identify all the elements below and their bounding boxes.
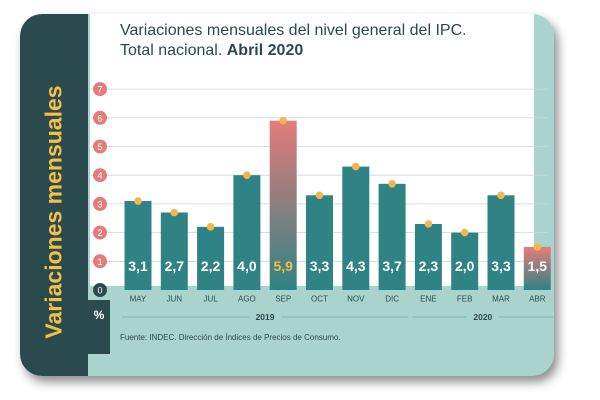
month-pill xyxy=(267,293,300,304)
month-pill xyxy=(303,293,336,304)
chart-title-line1: Variaciones mensuales del nivel general … xyxy=(120,22,467,39)
month-pill xyxy=(230,293,263,304)
value-label: 5,9 xyxy=(273,258,293,274)
month-label: MAR xyxy=(492,295,510,304)
bar-jul xyxy=(197,226,225,290)
bar-ene xyxy=(414,223,442,290)
month-label: ABR xyxy=(529,295,546,304)
month-pill xyxy=(485,293,517,304)
y-tick-marker xyxy=(93,139,107,154)
value-label: 3,7 xyxy=(382,258,402,274)
y-tick-marker xyxy=(93,110,107,125)
bar-nov xyxy=(342,166,370,290)
month-label: OCT xyxy=(311,295,328,304)
value-dot xyxy=(460,228,469,237)
value-dot xyxy=(315,191,324,200)
value-dot xyxy=(497,191,505,200)
month-label: SEP xyxy=(275,295,291,304)
y-tick-label: 5 xyxy=(97,142,102,152)
y-tick-marker xyxy=(93,82,107,97)
value-label: 2,0 xyxy=(455,258,475,274)
month-pill xyxy=(122,293,154,304)
y-tick-label: 1 xyxy=(97,257,102,267)
month-pill xyxy=(194,293,227,304)
value-label: 4,0 xyxy=(237,258,257,274)
value-label: 2,7 xyxy=(165,258,185,274)
value-label: 3,3 xyxy=(310,258,330,274)
chart-title-regular: Total nacional. xyxy=(120,42,223,59)
value-label: 3,1 xyxy=(128,258,148,274)
y-axis-ticks: 0 1 2 3 4 5 6 7 xyxy=(93,82,107,297)
value-dot xyxy=(352,162,360,171)
month-pill xyxy=(521,293,554,304)
value-dot xyxy=(206,223,215,231)
bar-mar xyxy=(487,195,515,290)
bar-abr xyxy=(523,246,551,290)
value-label: 2,3 xyxy=(419,258,439,274)
y-tick-marker xyxy=(93,254,107,269)
y-tick-marker xyxy=(93,168,107,183)
unit-label: % xyxy=(93,308,105,322)
month-label: AGO xyxy=(238,295,256,304)
month-pill xyxy=(412,293,445,304)
unit-cell: % xyxy=(88,300,110,354)
x-axis: MAY JUN JUL AGO SEP OCT NOV DIC ENE FEB MAR ABR 2019… xyxy=(122,293,554,322)
y-tick-label: 6 xyxy=(97,113,102,123)
month-label: MAY xyxy=(130,295,147,304)
y-tick-label: 3 xyxy=(97,199,102,209)
value-dot xyxy=(424,220,433,228)
value-dot xyxy=(243,171,251,179)
month-pill xyxy=(448,293,481,304)
value-dot xyxy=(388,180,396,188)
month-label: DIC xyxy=(385,295,399,304)
month-label: ENE xyxy=(420,295,436,304)
value-label: 1,5 xyxy=(528,258,548,274)
month-pill xyxy=(339,293,372,304)
bars: 3,1 2,7 2,2 4,0 5,9 3,3 4,3 3,7 2,3 2,0 3,3 1,5 xyxy=(124,116,551,290)
y-tick-marker xyxy=(93,225,107,240)
month-label: NOV xyxy=(347,295,365,304)
bar-feb xyxy=(451,232,479,290)
y-tick-label: 0 xyxy=(97,286,102,296)
bar-ago xyxy=(233,175,261,290)
value-dot xyxy=(134,197,142,205)
month-label: JUL xyxy=(203,295,218,304)
value-label: 3,3 xyxy=(491,258,511,274)
chart-title-bold: Abril 2020 xyxy=(226,42,304,59)
month-label: JUN xyxy=(167,295,183,304)
y-tick-label: 2 xyxy=(97,228,102,238)
y-tick-label: 4 xyxy=(97,171,102,181)
bar-oct xyxy=(306,195,333,290)
y-tick-label: 7 xyxy=(97,85,102,95)
bar-sep xyxy=(269,120,297,290)
title-band xyxy=(90,14,534,68)
bar-may xyxy=(124,201,152,290)
side-panel: Variaciones mensuales xyxy=(20,14,88,376)
value-label: 2,2 xyxy=(201,258,221,274)
value-dot xyxy=(279,116,288,125)
value-dot xyxy=(533,243,542,251)
value-dot xyxy=(170,208,179,217)
source-note: Fuente: INDEC. Dirección de Índices de P… xyxy=(120,333,341,342)
y-tick-marker xyxy=(93,196,107,211)
value-label: 4,3 xyxy=(346,258,366,274)
bar-dic xyxy=(378,183,406,290)
bar-jun xyxy=(160,212,188,290)
year-label: 2020 xyxy=(473,312,492,322)
year-label: 2019 xyxy=(256,312,275,322)
month-label: FEB xyxy=(457,295,473,304)
month-pill xyxy=(376,293,409,304)
month-pill xyxy=(158,293,191,304)
y-tick-marker xyxy=(93,283,107,297)
chart-title-line2: Total nacional. Abril 2020 xyxy=(120,42,303,60)
